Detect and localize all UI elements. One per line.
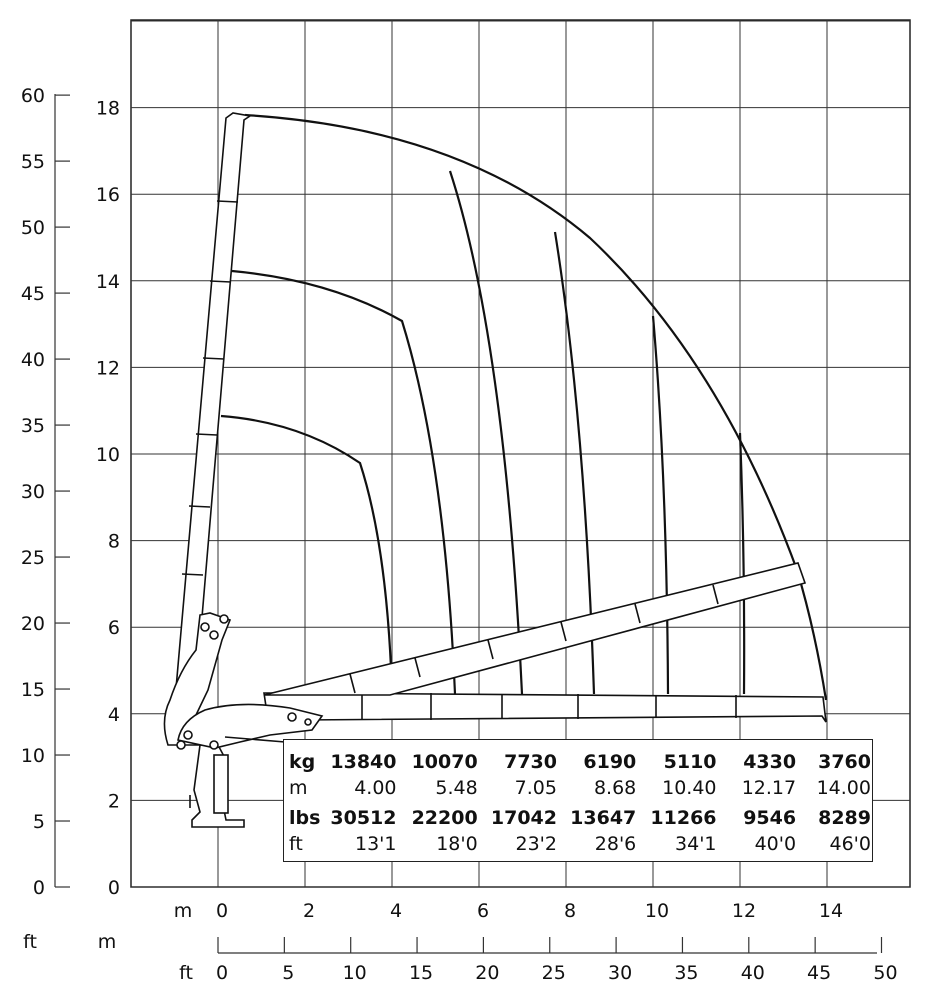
- m-tick-label: 4: [390, 900, 402, 922]
- m-tick-label: 12: [96, 357, 120, 379]
- value-cell: 7730: [504, 751, 557, 773]
- ft-tick-label: 55: [21, 151, 45, 173]
- value-cell: 4.00: [354, 777, 397, 799]
- load-table-row: lbs 30512 22200 17042 13647 11266 9546 8289: [288, 805, 872, 831]
- ft-tick-label: 40: [21, 349, 45, 371]
- load-table-row: kg 13840 10070 7730 6190 5110 4330 3760: [288, 749, 872, 775]
- ft-tick-label: 10: [21, 745, 45, 767]
- m-tick-label: 18: [96, 98, 120, 120]
- m-tick-label: 16: [96, 184, 120, 206]
- boom-vertical: [174, 112, 253, 701]
- value-cell: 10070: [411, 751, 478, 773]
- reach-curve-5-48m: [231, 269, 457, 695]
- ft-tick-label: 5: [33, 811, 45, 833]
- load-table-row: m 4.00 5.48 7.05 8.68 10.40 12.17 14.00: [288, 775, 872, 801]
- ft-tick-label: 35: [21, 415, 45, 437]
- corner-ft-label: ft: [23, 931, 37, 953]
- corner-m-label: m: [98, 931, 117, 953]
- working-range-curves: [220, 113, 828, 701]
- value-cell: 13'1: [355, 833, 397, 855]
- m-tick-label: 4: [108, 704, 120, 726]
- ft-tick-label: 30: [21, 481, 45, 503]
- ft-tick-label: 30: [608, 962, 632, 984]
- ft-tick-label: 25: [21, 547, 45, 569]
- m-tick-label: 14: [96, 271, 120, 293]
- reach-curve-7-05m: [448, 170, 524, 695]
- reach-curve-4m: [220, 414, 393, 669]
- value-cell: 23'2: [515, 833, 557, 855]
- m-tick-label: 0: [108, 877, 120, 899]
- value-cell: 13840: [330, 751, 397, 773]
- value-cell: 17042: [490, 807, 557, 829]
- crane-base: [163, 612, 324, 828]
- m-tick-label: 14: [819, 900, 843, 922]
- ft-tick-label: 15: [21, 679, 45, 701]
- value-cell: 46'0: [829, 833, 872, 855]
- ft-tick-label: 40: [741, 962, 765, 984]
- value-cell: 6190: [583, 751, 637, 773]
- value-cell: 13647: [570, 807, 637, 829]
- m-tick-label: 6: [108, 617, 120, 639]
- m-tick-label: 12: [732, 900, 756, 922]
- value-cell: 18'0: [436, 833, 478, 855]
- value-cell: 34'1: [675, 833, 717, 855]
- m-tick-label: 2: [303, 900, 315, 922]
- value-cell: 5.48: [435, 777, 478, 799]
- reach-curve-10-40m: [651, 315, 670, 695]
- bottom-ft-unit: ft: [179, 962, 193, 984]
- ft-tick-label: 0: [33, 877, 45, 899]
- value-cell: 12.17: [741, 777, 797, 799]
- left-m-axis: 0 2 4 6 8 10 12 14 16 18: [96, 98, 120, 899]
- boom-inclined: [263, 562, 807, 696]
- ft-tick-label: 20: [475, 962, 499, 984]
- value-cell: 7.05: [514, 777, 557, 799]
- unit-cell: ft: [289, 833, 303, 855]
- ft-tick-label: 5: [282, 962, 294, 984]
- m-tick-label: 0: [216, 900, 228, 922]
- ft-tick-label: 45: [21, 283, 45, 305]
- value-cell: 40'0: [754, 833, 797, 855]
- ft-tick-label: 50: [21, 217, 45, 239]
- load-table: kg 13840 10070 7730 6190 5110 4330 3760 m 4.00 5.4…: [283, 739, 873, 862]
- ft-tick-label: 0: [216, 962, 228, 984]
- ft-tick-label: 10: [343, 962, 367, 984]
- ft-tick-label: 25: [542, 962, 566, 984]
- m-tick-label: 6: [477, 900, 489, 922]
- unit-cell: lbs: [289, 807, 321, 829]
- ft-tick-label: 35: [674, 962, 698, 984]
- bottom-m-unit: m: [174, 900, 193, 922]
- value-cell: 4330: [743, 751, 797, 773]
- ft-tick-label: 20: [21, 613, 45, 635]
- value-cell: 10.40: [662, 777, 717, 799]
- m-tick-label: 8: [564, 900, 576, 922]
- m-tick-label: 10: [96, 444, 120, 466]
- bottom-m-axis: 0 2 4 6 8 10 12 14: [216, 900, 843, 922]
- value-cell: 22200: [411, 807, 478, 829]
- ft-tick-label: 50: [873, 962, 897, 984]
- value-cell: 8.68: [593, 777, 637, 799]
- ft-tick-label: 15: [409, 962, 433, 984]
- bottom-ft-axis: 0 5 10 15 20 25 30 35 40 45 50: [216, 937, 898, 984]
- value-cell: 3760: [818, 751, 871, 773]
- load-table-row: ft 13'1 18'0 23'2 28'6 34'1 40'0 46'0: [288, 831, 872, 857]
- reach-curve-12-17m: [738, 432, 746, 695]
- unit-cell: m: [289, 777, 308, 799]
- unit-cell: kg: [289, 751, 316, 773]
- m-tick-label: 10: [645, 900, 669, 922]
- outer-envelope-curve: [244, 113, 828, 701]
- ft-tick-label: 60: [21, 85, 45, 107]
- value-cell: 28'6: [594, 833, 637, 855]
- ft-tick-label: 45: [807, 962, 831, 984]
- value-cell: 9546: [743, 807, 797, 829]
- value-cell: 14.00: [816, 777, 871, 799]
- boom-horizontal: [263, 692, 827, 723]
- left-ft-axis: 0 5 10 15 20 25 30 35 40 45 50 55 60: [21, 85, 70, 899]
- m-tick-label: 2: [108, 790, 120, 812]
- m-tick-label: 8: [108, 531, 120, 553]
- value-cell: 11266: [650, 807, 717, 829]
- value-cell: 5110: [663, 751, 717, 773]
- value-cell: 30512: [330, 807, 397, 829]
- value-cell: 8289: [818, 807, 871, 829]
